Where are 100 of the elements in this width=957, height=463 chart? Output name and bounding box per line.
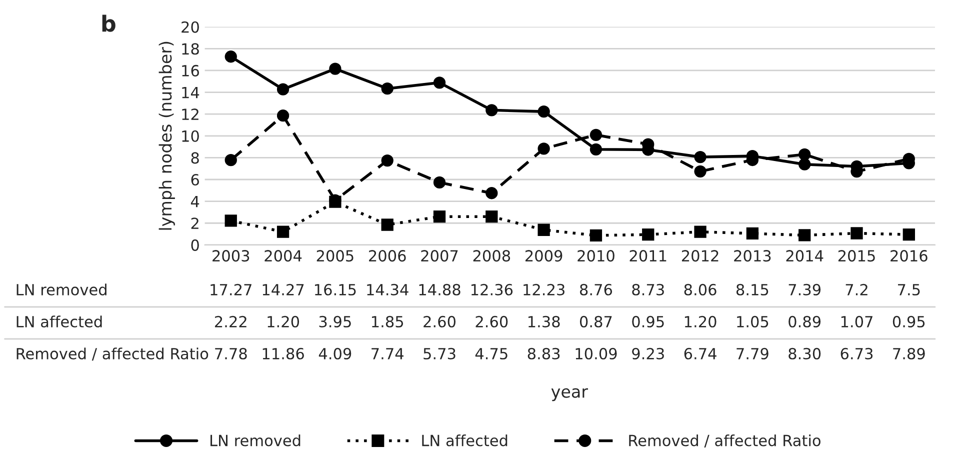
point [381, 154, 394, 167]
point [538, 224, 550, 236]
x-tick-label: 2016 [890, 250, 928, 262]
point [486, 210, 498, 223]
data-label: 17.27 [210, 284, 252, 296]
point [694, 165, 706, 178]
data-label: 6.73 [840, 348, 873, 360]
data-label: 10.09 [576, 348, 617, 360]
y-tick-label: 16 [182, 64, 199, 76]
data-label: 8.83 [528, 348, 560, 360]
point [381, 218, 394, 231]
data-label: 14.88 [419, 284, 460, 296]
data-label: 2.22 [214, 316, 246, 328]
data-label: 0.95 [892, 316, 925, 328]
data-label: 0.89 [788, 316, 821, 328]
y-tick-label: 14 [182, 86, 200, 98]
x-tick-label: 2003 [212, 250, 250, 262]
data-label: 0.87 [580, 316, 612, 328]
point [224, 214, 237, 227]
point [538, 106, 550, 118]
data-label: 11.86 [262, 348, 304, 360]
data-label: 1.20 [268, 316, 300, 328]
data-label: 4.09 [318, 348, 352, 360]
data-label: 6.74 [684, 348, 716, 360]
data-label: 9.23 [632, 348, 664, 360]
point [433, 176, 446, 189]
data-label: 7.5 [898, 284, 920, 296]
y-tick-label: 6 [191, 174, 199, 186]
point [433, 76, 446, 89]
x-tick-label: 2006 [369, 250, 406, 262]
text: Removed / affected Ratio [16, 348, 208, 361]
text: year [551, 388, 588, 402]
legend-label: LN removed [210, 434, 300, 446]
y-tick-label: 8 [191, 152, 199, 164]
x-tick-label: 2007 [421, 250, 458, 262]
text: LN removed [16, 284, 106, 296]
text: LN affected [16, 316, 102, 328]
data-label: 2.60 [476, 316, 508, 328]
y-tick-label: 4 [190, 196, 200, 208]
data-label: 8.76 [580, 284, 612, 296]
point [850, 227, 863, 240]
point [276, 83, 290, 96]
data-label: 12.36 [471, 284, 513, 296]
data-label: 1.38 [528, 316, 560, 328]
x-tick-label: 2011 [630, 250, 666, 262]
text: b [102, 14, 116, 32]
x-tick-label: 2014 [786, 250, 824, 262]
point [276, 226, 290, 238]
x-tick-label: 2008 [473, 250, 510, 262]
point [538, 142, 550, 155]
data-label: 7.74 [372, 348, 404, 360]
data-label: 7.2 [846, 284, 868, 296]
y-tick-label: 10 [182, 130, 199, 142]
data-label: 7.79 [736, 348, 768, 360]
data-label: 8.06 [684, 284, 716, 296]
data-label: 7.78 [215, 348, 247, 360]
point [746, 227, 759, 240]
y-tick-label: 18 [182, 43, 199, 55]
x-tick-label: 2013 [734, 250, 771, 262]
data-label: 8.30 [788, 348, 821, 360]
x-tick-label: 2009 [525, 250, 562, 262]
data-label: 0.95 [632, 316, 664, 328]
data-label: 16.15 [315, 284, 356, 296]
point [276, 110, 290, 122]
x-tick-label: 2012 [682, 250, 718, 262]
point [902, 228, 915, 241]
point [694, 150, 706, 164]
point [590, 229, 602, 242]
legend-label: Removed / affected Ratio [629, 434, 820, 448]
data-label: 14.27 [262, 284, 304, 296]
data-label: 3.95 [319, 316, 351, 328]
x-tick-label: 2005 [316, 250, 354, 262]
data-label: 4.75 [475, 348, 508, 360]
point [224, 154, 237, 166]
y-tick-label: 20 [182, 21, 199, 33]
y-tick-label: 2 [191, 218, 198, 229]
data-label: 1.85 [372, 316, 404, 328]
point [590, 143, 602, 156]
legend-label: LN affected [422, 434, 508, 446]
data-label: 1.05 [737, 316, 768, 328]
data-label: 2.60 [424, 316, 456, 328]
point [381, 82, 394, 95]
data-label: 8.15 [736, 284, 768, 296]
data-label: 7.89 [893, 348, 925, 360]
data-label: 1.20 [684, 316, 716, 328]
point [329, 62, 342, 75]
point [224, 50, 237, 63]
data-label: 5.73 [424, 348, 456, 360]
y-axis-title: lymph nodes (number) [158, 42, 175, 230]
y-tick-label: 0 [191, 239, 199, 251]
point [694, 226, 706, 238]
point [590, 128, 602, 141]
point [798, 158, 811, 170]
point [486, 187, 498, 200]
data-label: 7.39 [788, 284, 821, 296]
x-tick-label: 2015 [838, 250, 875, 262]
point [798, 229, 811, 242]
x-tick-label: 2004 [264, 250, 302, 262]
point [798, 148, 811, 160]
data-label: 1.07 [841, 316, 872, 328]
